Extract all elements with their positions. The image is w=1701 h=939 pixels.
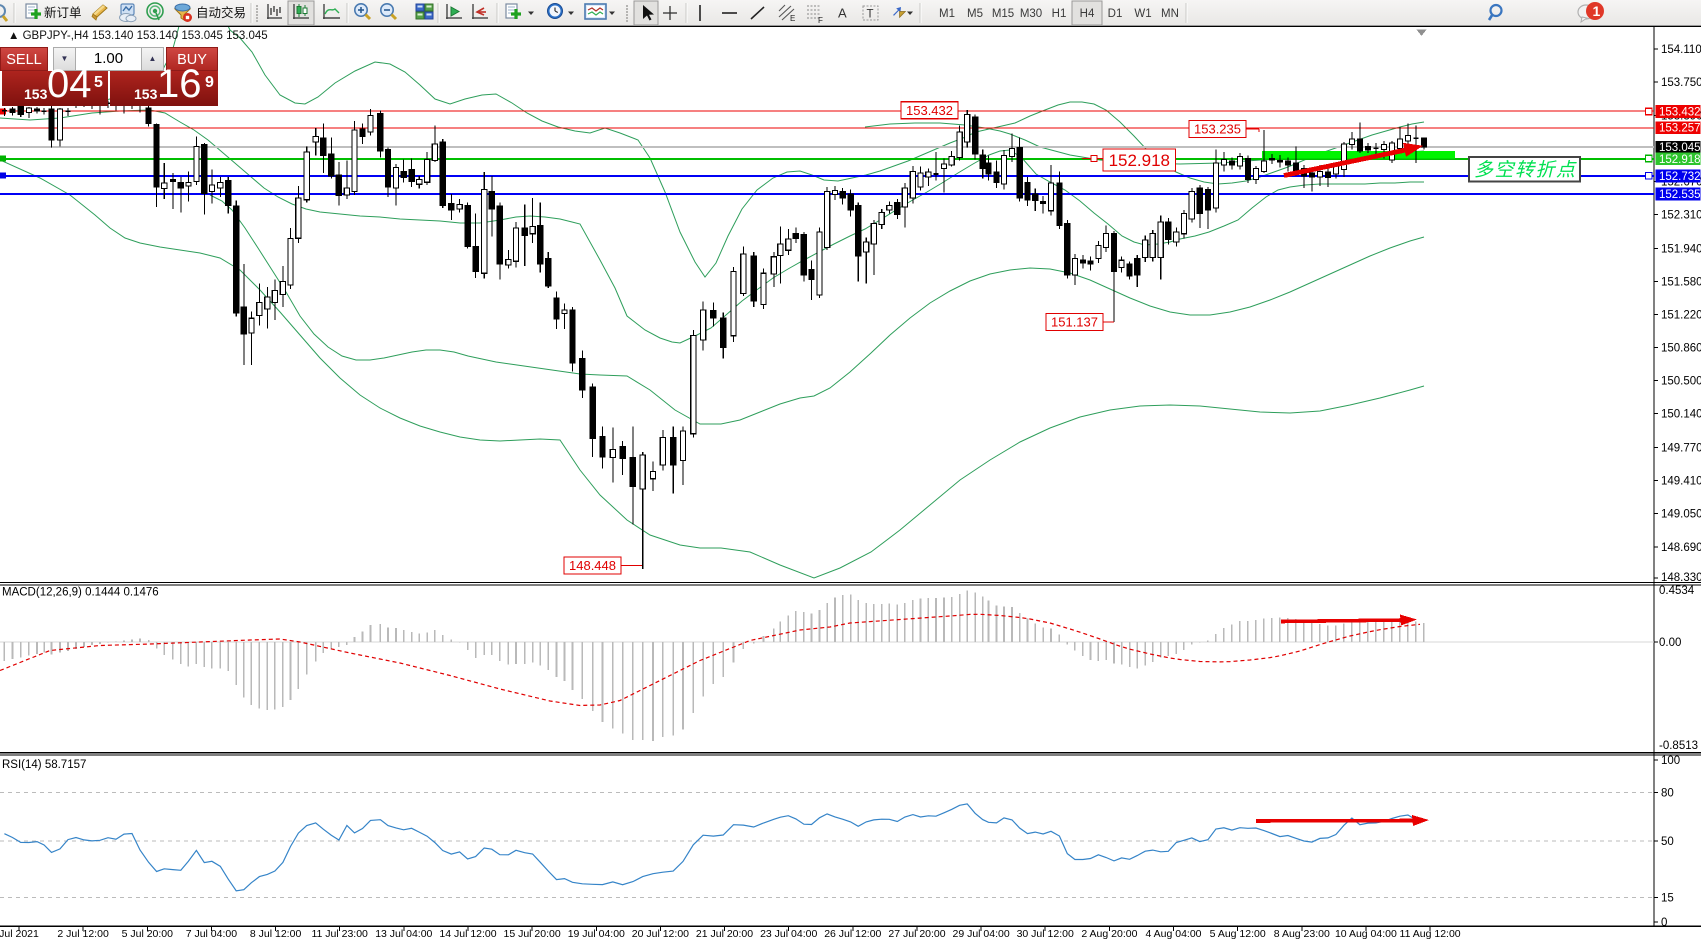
svg-text:80: 80 bbox=[1661, 787, 1674, 799]
svg-text:MN: MN bbox=[1161, 8, 1179, 20]
svg-text:13 Jul 04:00: 13 Jul 04:00 bbox=[375, 928, 432, 939]
svg-text:8 Aug 23:00: 8 Aug 23:00 bbox=[1274, 928, 1330, 939]
svg-text:T: T bbox=[867, 9, 874, 21]
svg-text:多空转折点: 多空转折点 bbox=[1474, 159, 1577, 181]
svg-text:19 Jul 04:00: 19 Jul 04:00 bbox=[568, 928, 625, 939]
svg-text:M1: M1 bbox=[939, 8, 955, 20]
svg-text:5 Aug 12:00: 5 Aug 12:00 bbox=[1210, 928, 1266, 939]
svg-text:21 Jul 20:00: 21 Jul 20:00 bbox=[696, 928, 753, 939]
svg-text:153.235: 153.235 bbox=[1194, 122, 1241, 137]
svg-text:151.220: 151.220 bbox=[1661, 310, 1701, 322]
svg-text:153.045: 153.045 bbox=[1659, 142, 1701, 154]
svg-text:M5: M5 bbox=[967, 8, 983, 20]
svg-text:148.690: 148.690 bbox=[1661, 542, 1701, 554]
svg-text:151.137: 151.137 bbox=[1051, 315, 1098, 330]
svg-text:23 Jul 04:00: 23 Jul 04:00 bbox=[760, 928, 817, 939]
svg-text:151.940: 151.940 bbox=[1661, 243, 1701, 255]
svg-text:152.535: 152.535 bbox=[1659, 189, 1701, 201]
svg-text:11 Aug 12:00: 11 Aug 12:00 bbox=[1400, 928, 1461, 939]
svg-text:100: 100 bbox=[1661, 755, 1680, 767]
svg-text:30 Jul 12:00: 30 Jul 12:00 bbox=[1017, 928, 1074, 939]
svg-text:14 Jul 12:00: 14 Jul 12:00 bbox=[439, 928, 496, 939]
svg-text:152.918: 152.918 bbox=[1109, 151, 1170, 170]
svg-text:149.410: 149.410 bbox=[1661, 476, 1701, 488]
svg-text:W1: W1 bbox=[1134, 8, 1151, 20]
svg-text:H4: H4 bbox=[1080, 8, 1095, 20]
svg-text:152.732: 152.732 bbox=[1659, 171, 1701, 183]
svg-text:0.00: 0.00 bbox=[1659, 637, 1681, 649]
svg-text:152.918: 152.918 bbox=[1659, 154, 1701, 166]
svg-text:153.432: 153.432 bbox=[906, 103, 953, 118]
svg-text:27 Jul 20:00: 27 Jul 20:00 bbox=[888, 928, 945, 939]
svg-text:26 Jul 12:00: 26 Jul 12:00 bbox=[824, 928, 881, 939]
svg-text:新订单: 新订单 bbox=[44, 5, 82, 20]
svg-text:2 Jul 12:00: 2 Jul 12:00 bbox=[57, 928, 109, 939]
svg-text:0.4534: 0.4534 bbox=[1659, 585, 1695, 597]
svg-text:150.500: 150.500 bbox=[1661, 376, 1701, 388]
svg-text:A: A bbox=[838, 6, 847, 21]
svg-text:153.432: 153.432 bbox=[1659, 107, 1701, 119]
svg-text:E: E bbox=[790, 14, 795, 23]
svg-text:Jul 2021: Jul 2021 bbox=[0, 928, 39, 939]
svg-text:1: 1 bbox=[1593, 3, 1601, 19]
svg-text:153.257: 153.257 bbox=[1659, 123, 1701, 135]
svg-text:150.140: 150.140 bbox=[1661, 409, 1701, 421]
svg-text:154.110: 154.110 bbox=[1661, 44, 1701, 56]
svg-text:8 Jul 12:00: 8 Jul 12:00 bbox=[250, 928, 302, 939]
svg-text:149.770: 149.770 bbox=[1661, 443, 1701, 455]
svg-text:10 Aug 04:00: 10 Aug 04:00 bbox=[1335, 928, 1397, 939]
svg-text:153.750: 153.750 bbox=[1661, 77, 1701, 89]
svg-text:自动交易: 自动交易 bbox=[196, 5, 246, 20]
svg-text:5 Jul 20:00: 5 Jul 20:00 bbox=[122, 928, 174, 939]
svg-text:H1: H1 bbox=[1052, 8, 1067, 20]
svg-text:M15: M15 bbox=[992, 8, 1014, 20]
svg-text:15 Jul 20:00: 15 Jul 20:00 bbox=[503, 928, 560, 939]
svg-text:▲ GBPJPY-,H4 153.140 153.140: ▲ GBPJPY-,H4 153.140 153.140 153.045 153… bbox=[8, 30, 268, 42]
svg-text:152.310: 152.310 bbox=[1661, 209, 1701, 221]
svg-text:4 Aug 04:00: 4 Aug 04:00 bbox=[1145, 928, 1201, 939]
svg-text:7 Jul 04:00: 7 Jul 04:00 bbox=[186, 928, 238, 939]
svg-text:151.580: 151.580 bbox=[1661, 277, 1701, 289]
svg-text:M30: M30 bbox=[1020, 8, 1042, 20]
svg-text:148.448: 148.448 bbox=[569, 558, 616, 573]
svg-text:2 Aug 20:00: 2 Aug 20:00 bbox=[1081, 928, 1137, 939]
svg-text:MACD(12,26,9) 0.1444 0.1476: MACD(12,26,9) 0.1444 0.1476 bbox=[2, 587, 159, 599]
svg-text:11 Jul 23:00: 11 Jul 23:00 bbox=[311, 928, 368, 939]
svg-text:15: 15 bbox=[1661, 893, 1674, 905]
svg-text:-0.8513: -0.8513 bbox=[1659, 740, 1698, 752]
svg-text:149.050: 149.050 bbox=[1661, 509, 1701, 521]
svg-text:29 Jul 04:00: 29 Jul 04:00 bbox=[952, 928, 1009, 939]
svg-text:150.860: 150.860 bbox=[1661, 343, 1701, 355]
svg-text:D1: D1 bbox=[1108, 8, 1123, 20]
svg-text:0: 0 bbox=[1661, 917, 1667, 929]
svg-text:20 Jul 12:00: 20 Jul 12:00 bbox=[632, 928, 689, 939]
svg-text:50: 50 bbox=[1661, 836, 1674, 848]
svg-text:F: F bbox=[818, 16, 823, 25]
svg-text:148.330: 148.330 bbox=[1661, 572, 1701, 584]
svg-text:RSI(14) 58.7157: RSI(14) 58.7157 bbox=[2, 759, 86, 771]
